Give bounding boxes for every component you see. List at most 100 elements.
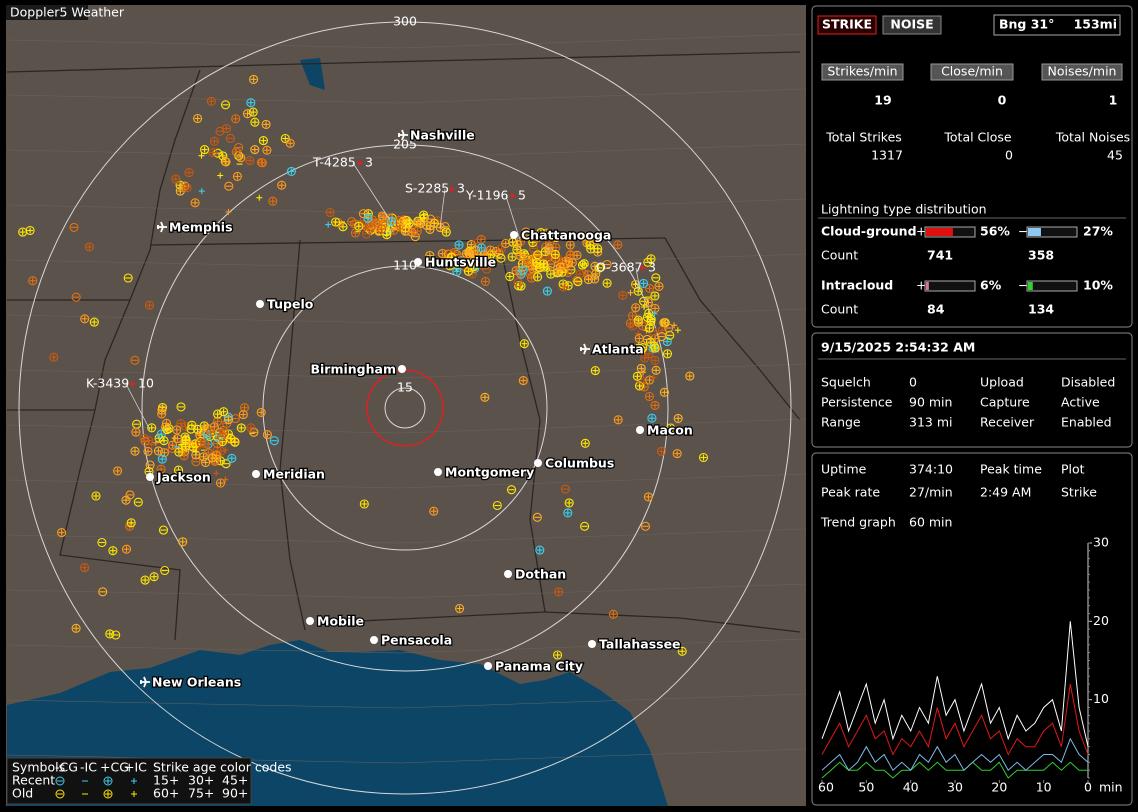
sign: − — [1018, 278, 1028, 293]
strike-marker — [666, 423, 676, 433]
county-line — [6, 88, 807, 104]
strike-ring — [232, 171, 242, 181]
strike-ring — [174, 447, 184, 457]
strike-ring — [216, 431, 227, 442]
county-line — [6, 693, 807, 709]
strike-ring — [437, 258, 447, 268]
strike-ring — [546, 269, 556, 279]
strike-marker — [650, 355, 660, 365]
setting-value: 313 mi — [909, 415, 952, 430]
storm-tag-id: T-4285 — [312, 155, 356, 170]
strike-ring — [650, 355, 660, 365]
strike-marker — [555, 262, 565, 272]
strike-marker — [558, 279, 568, 289]
strike-ring — [262, 430, 272, 440]
strike-ring — [325, 207, 335, 218]
storm-leader — [125, 383, 151, 431]
legend-age: 60+ — [153, 786, 179, 801]
x-tick-label: 50 — [858, 780, 874, 795]
strike-marker — [633, 317, 644, 327]
strike-marker — [258, 136, 268, 146]
x-unit: min — [1099, 780, 1123, 795]
strike-ring — [618, 290, 628, 300]
strike-marker — [685, 371, 695, 381]
strike-ring — [172, 425, 182, 435]
strike-ring — [250, 145, 260, 155]
strike-marker — [591, 235, 602, 245]
strike-ring — [190, 198, 200, 208]
rate-value: 19 — [874, 93, 891, 108]
strike-ring — [123, 273, 133, 283]
strike-ring — [140, 436, 150, 446]
strike-ring — [98, 587, 108, 597]
strike-marker — [156, 464, 166, 474]
strike-marker — [222, 476, 229, 483]
strike-marker — [167, 443, 177, 453]
strike-ring — [634, 333, 644, 344]
strike-ring — [656, 446, 667, 456]
strike-marker — [209, 136, 219, 146]
strike-ring — [553, 650, 563, 660]
strike-marker — [602, 278, 612, 288]
strike-marker — [656, 446, 667, 456]
legend-age: 75+ — [188, 786, 214, 801]
strike-marker — [579, 232, 590, 242]
strike-marker — [325, 207, 335, 218]
strike-ring — [157, 409, 167, 419]
strike-marker — [172, 425, 182, 435]
strike-marker — [573, 277, 583, 287]
total-label: Total Strikes — [825, 130, 902, 145]
strike-marker — [445, 261, 455, 271]
strike-marker — [130, 355, 140, 365]
strike-marker — [425, 224, 435, 234]
strike-ring — [361, 229, 372, 239]
strike-ring — [425, 250, 435, 261]
city-dot — [484, 662, 492, 670]
bearing: Bng 31° — [999, 17, 1054, 32]
storm-tag-id: O-3687 — [596, 260, 643, 275]
strike-marker — [567, 258, 577, 268]
strike-ring — [636, 363, 646, 373]
strike-marker — [496, 253, 506, 263]
total-value: 0 — [1005, 148, 1013, 163]
strike-ring — [480, 276, 490, 287]
strike-marker — [558, 254, 565, 261]
strike-marker — [480, 253, 490, 263]
strike-marker — [662, 349, 673, 359]
noise-button[interactable] — [882, 15, 942, 35]
strike-ring — [536, 228, 546, 238]
strike-marker — [215, 478, 226, 488]
strike-marker — [242, 109, 253, 119]
percent-label: 10% — [1083, 278, 1113, 293]
county-line — [6, 583, 807, 599]
sign: + — [916, 278, 926, 293]
strike-marker — [647, 413, 657, 423]
strike-ring — [631, 303, 641, 313]
strike-ring — [662, 349, 673, 359]
strike-ring — [585, 240, 595, 250]
strike-ring — [492, 500, 502, 511]
storm-arrow — [511, 193, 516, 199]
strike-ring — [534, 263, 544, 273]
strike-ring — [130, 355, 140, 365]
strike-marker — [231, 114, 241, 124]
storm-tag-count: 10 — [138, 376, 154, 391]
count-label: Count — [821, 302, 858, 317]
strike-button[interactable] — [817, 15, 877, 35]
setting-value: Enabled — [1061, 415, 1112, 430]
strike-marker — [133, 497, 143, 507]
strike-ring — [533, 272, 543, 282]
setting-value: Disabled — [1061, 375, 1115, 390]
strike-ring — [145, 460, 155, 470]
strike-ring — [238, 410, 248, 420]
strike-ring — [446, 252, 456, 262]
strike-ring — [212, 446, 222, 456]
strike-ring — [130, 446, 140, 456]
strike-marker — [628, 321, 638, 331]
setting-label: Persistence — [821, 395, 893, 410]
x-tick-label: 60 — [818, 780, 834, 795]
strike-marker — [643, 492, 653, 502]
strike-ring — [448, 259, 458, 269]
strike-ring — [515, 251, 525, 261]
strike-marker — [677, 646, 687, 656]
